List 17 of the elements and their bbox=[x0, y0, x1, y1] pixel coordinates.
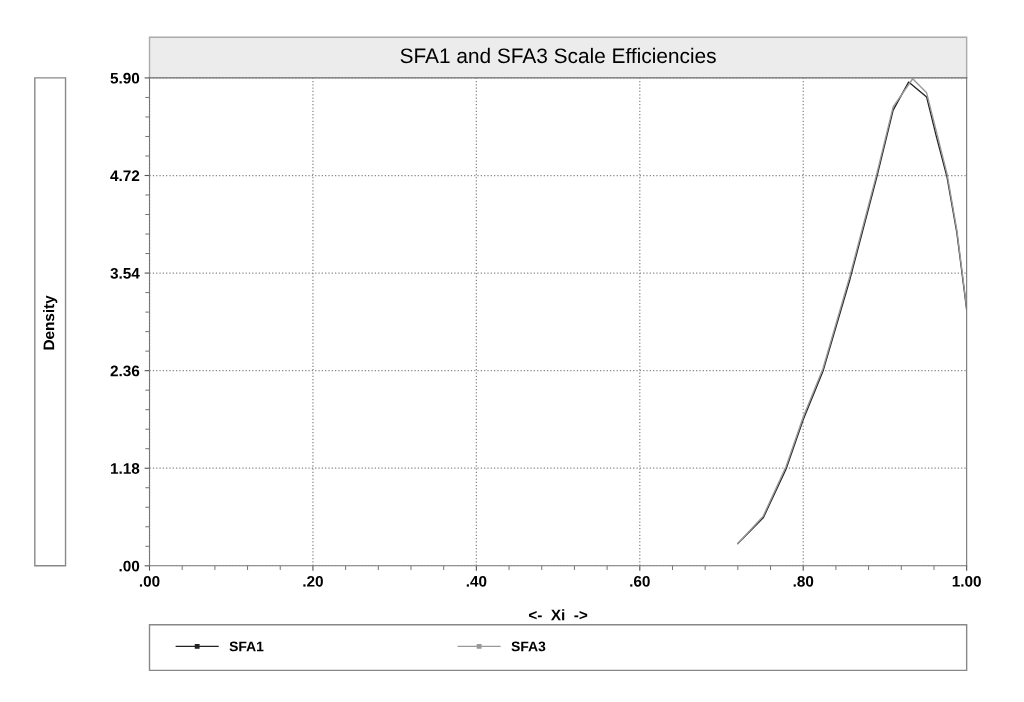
y-tick-label: .00 bbox=[119, 560, 140, 572]
legend-label: SFA1 bbox=[229, 641, 264, 652]
y-tick-label: 3.54 bbox=[110, 267, 140, 279]
x-tick-label: .60 bbox=[630, 575, 650, 587]
x-tick-label: 1.00 bbox=[952, 575, 981, 587]
y-tick-label: 1.18 bbox=[111, 463, 140, 474]
y-tick-label: 5.90 bbox=[110, 72, 140, 84]
y-tick-label: 4.72 bbox=[110, 170, 140, 182]
legend-label: SFA3 bbox=[511, 641, 546, 652]
chart-title: SFA1 and SFA3 Scale Efficiencies bbox=[400, 47, 716, 64]
x-tick-label: .00 bbox=[139, 575, 160, 587]
x-axis-title: <- Xi -> bbox=[529, 609, 588, 621]
x-tick-label: .40 bbox=[466, 575, 487, 587]
x-tick-label: .80 bbox=[793, 575, 814, 587]
y-tick-label: 2.36 bbox=[110, 365, 140, 377]
x-tick-label: .20 bbox=[303, 575, 323, 587]
y-axis-title: Density bbox=[43, 295, 58, 350]
